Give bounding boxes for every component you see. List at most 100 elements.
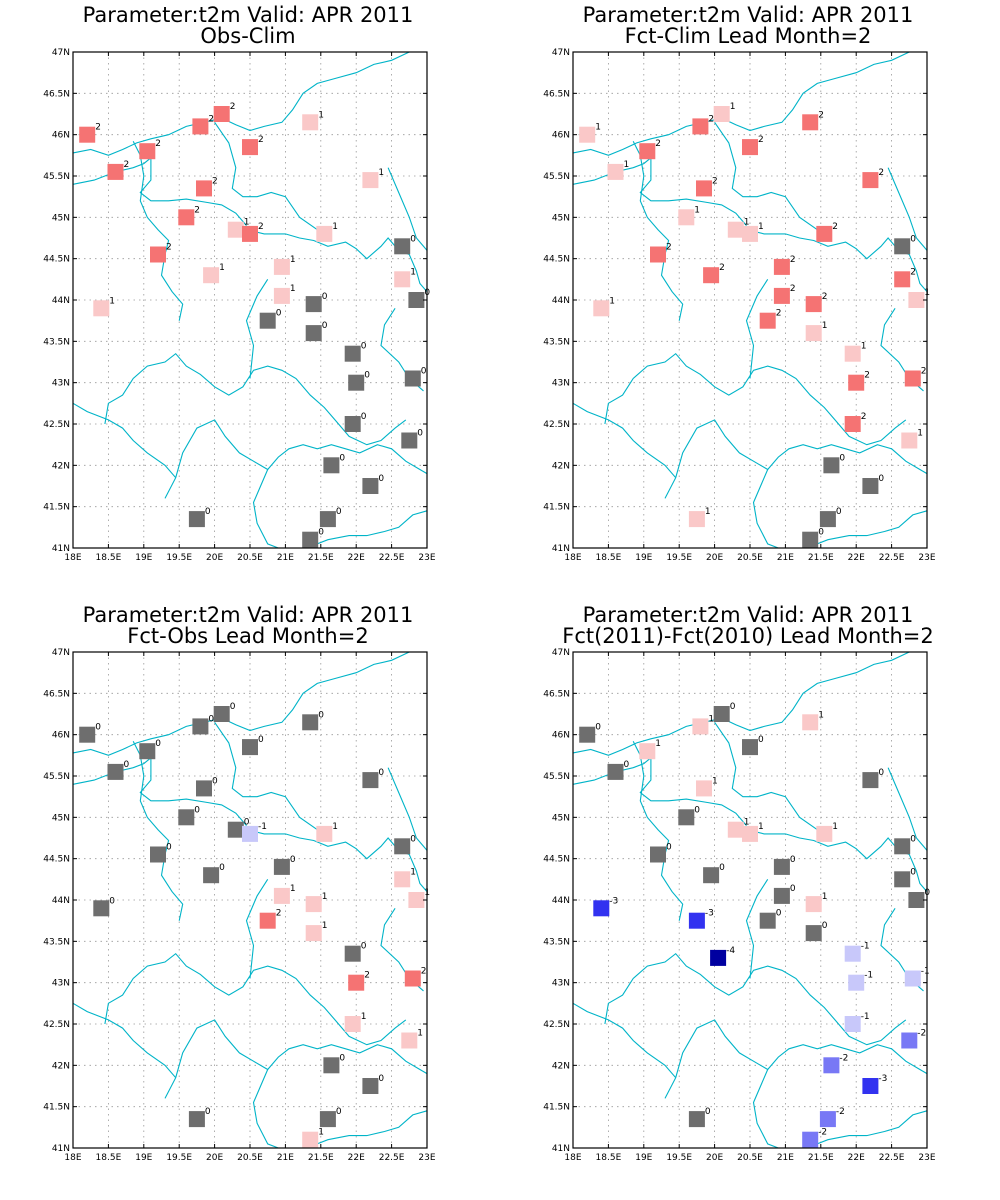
coastline (572, 651, 910, 756)
station-value-label: 1 (917, 429, 923, 439)
station-value-label: 0 (839, 453, 845, 463)
station-marker (362, 772, 379, 789)
coastline (245, 879, 269, 979)
station-value-label: 0 (776, 909, 782, 919)
station-value-label: 1 (744, 818, 750, 828)
station-value-label: 0 (624, 760, 630, 770)
station-marker (227, 821, 244, 838)
station-marker (242, 139, 258, 156)
station-marker (650, 846, 666, 863)
coastline (752, 469, 779, 549)
station-marker (742, 825, 758, 842)
station-value-label: 2 (878, 168, 884, 178)
lat-tick-label: 42N (52, 461, 70, 471)
station-value-label: 2 (790, 284, 796, 294)
station-marker (819, 1111, 836, 1128)
station-marker (816, 825, 833, 842)
station-value-label: -1 (864, 971, 873, 981)
station-value-label: 1 (818, 710, 824, 720)
lat-tick-label: 45.5N (43, 172, 70, 182)
lon-tick-label: 18E (564, 1153, 581, 1163)
station-value-label: 0 (595, 723, 601, 733)
station-value-label: 0 (361, 412, 367, 422)
coastline (664, 419, 928, 499)
station-value-label: 2 (655, 139, 661, 149)
station-marker (742, 739, 758, 756)
station-marker (759, 312, 776, 329)
station-value-label: -2 (836, 1107, 845, 1117)
station-marker (302, 531, 319, 548)
coastline (72, 402, 177, 479)
station-marker (696, 780, 712, 797)
station-value-label: 2 (124, 160, 130, 170)
station-value-label: 1 (624, 160, 630, 170)
station-value-label: 0 (364, 371, 370, 381)
station-marker (273, 887, 290, 904)
station-marker (394, 238, 411, 255)
station-marker (650, 246, 666, 263)
station-value-label: 1 (730, 102, 736, 112)
lon-tick-label: 22.5E (879, 553, 905, 563)
lat-tick-label: 46.5N (543, 89, 570, 99)
station-marker (323, 457, 340, 474)
station-value-label: 1 (332, 222, 338, 232)
station-marker (904, 370, 921, 387)
station-marker (802, 531, 819, 548)
station-value-label: 1 (318, 110, 324, 120)
coastline (246, 229, 428, 293)
station-marker (107, 163, 124, 180)
station-value-label: 1 (861, 342, 867, 352)
panel-fct-obs: Parameter:t2m Valid: APR 2011 Fct-Obs Le… (0, 600, 500, 1200)
lat-tick-label: 46N (52, 731, 70, 741)
lon-tick-label: 21E (277, 553, 294, 563)
lat-tick-label: 41.5N (43, 503, 70, 513)
station-value-label: 1 (758, 222, 764, 232)
panel-obs-clim: Parameter:t2m Valid: APR 2011 Obs-Clim 2… (0, 0, 500, 600)
station-marker (242, 225, 258, 242)
lon-tick-label: 22E (348, 1153, 365, 1163)
station-marker (344, 345, 361, 362)
station-value-label: 0 (205, 507, 211, 517)
station-marker (408, 892, 425, 908)
lat-tick-label: 43.5N (543, 937, 570, 947)
station-value-label: 0 (276, 309, 282, 319)
station-marker (305, 925, 322, 942)
station-marker (848, 374, 865, 391)
coastline (604, 352, 907, 446)
station-value-label: 0 (208, 714, 214, 724)
station-marker (344, 416, 361, 432)
station-value-label: -1 (258, 822, 267, 832)
coastline (164, 419, 428, 499)
coastline (887, 767, 928, 851)
station-value-label: 0 (318, 710, 324, 720)
station-value-label: 2 (776, 309, 782, 319)
coastline (714, 721, 818, 831)
station-value-label: 1 (378, 168, 384, 178)
station-marker (593, 900, 610, 917)
station-marker (692, 118, 709, 135)
station-marker (178, 809, 195, 826)
lon-tick-label: 21.5E (808, 1153, 834, 1163)
lon-tick-label: 21.5E (808, 553, 834, 563)
station-marker (227, 221, 244, 238)
coastline (572, 756, 747, 826)
station-value-label: 2 (864, 371, 870, 381)
station-marker (894, 838, 911, 855)
panel-title-line1: Parameter:t2m Valid: APR 2011 (83, 3, 414, 27)
station-marker (192, 118, 209, 135)
station-marker (302, 714, 319, 731)
coastline (714, 121, 818, 231)
station-marker (362, 172, 379, 189)
coastline (746, 829, 928, 893)
lon-tick-label: 18E (564, 553, 581, 563)
lon-tick-label: 18.5E (596, 1153, 622, 1163)
station-marker (188, 1111, 205, 1128)
station-marker (394, 271, 411, 288)
station-value-label: 0 (822, 921, 828, 931)
coastline (164, 1019, 428, 1099)
lon-tick-label: 20.5E (237, 1153, 263, 1163)
station-marker (139, 143, 156, 160)
station-marker (844, 1016, 861, 1032)
lat-tick-label: 43N (552, 379, 570, 389)
